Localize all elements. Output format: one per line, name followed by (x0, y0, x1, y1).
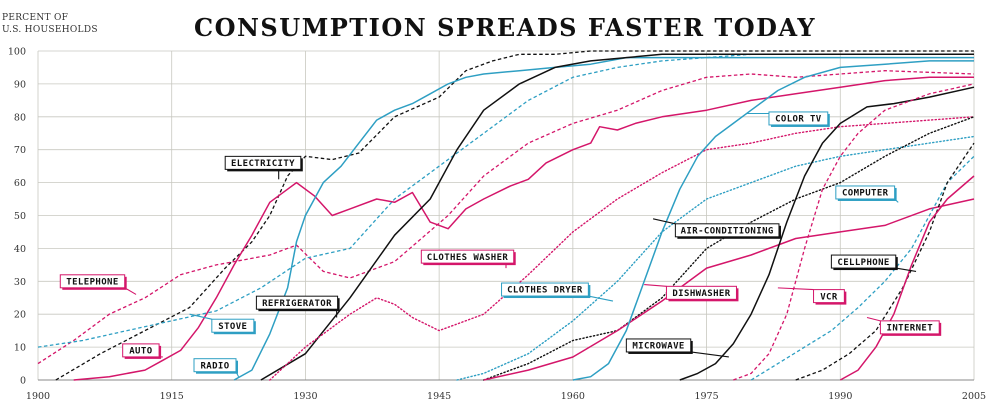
series-line-auto (73, 76, 974, 381)
series-line-cellphone (795, 142, 975, 381)
series-label-electricity: ELECTRICITY (224, 155, 303, 180)
label-text: COLOR TV (775, 115, 822, 125)
label-leader-line (652, 218, 676, 225)
label-box (122, 343, 160, 358)
series-label-internet: INTERNET (866, 316, 942, 336)
series-label-clothes-washer: CLOTHES WASHER (420, 249, 516, 269)
series-line-telephone (37, 70, 975, 365)
label-leader-line (690, 351, 729, 358)
series-labels: ELECTRICITY TELEPHONE AUTO STOVE RADIO REFRIG… (59, 111, 942, 377)
y-tick-label: 80 (14, 112, 26, 123)
x-tick-label: 1930 (293, 391, 317, 402)
series-label-stove: STOVE (189, 313, 256, 335)
label-box (830, 254, 897, 269)
label-text: INTERNET (887, 324, 934, 334)
series-label-microwave: MICROWAVE (625, 338, 729, 358)
series-label-clothes-dryer: CLOTHES DRYER (501, 282, 614, 302)
series-line-electricity (55, 50, 974, 381)
x-tick-label: 1960 (561, 391, 585, 402)
series-label-color-tv: COLOR TV (746, 111, 830, 127)
x-tick-label: 1975 (694, 391, 718, 402)
series-line-vcr (733, 83, 975, 381)
y-tick-label: 30 (14, 277, 26, 288)
label-box (835, 185, 896, 200)
label-box (625, 338, 692, 353)
series-line-color-tv (572, 60, 974, 381)
label-box (59, 274, 126, 289)
label-text: DISHWASHER (672, 289, 730, 299)
y-axis-label-line-1: PERCENT OF (2, 13, 68, 23)
label-leader-line (895, 267, 917, 272)
series-label-radio: RADIO (193, 358, 240, 377)
label-text: CLOTHES WASHER (427, 253, 509, 263)
y-tick-label: 0 (20, 376, 26, 387)
y-tick-label: 40 (14, 244, 26, 255)
label-text: REFRIGERATOR (262, 299, 332, 309)
series-label-vcr: VCR (777, 287, 847, 305)
label-text: RADIO (200, 361, 229, 371)
series-line-radio (233, 56, 974, 381)
series-label-computer: COMPUTER (835, 185, 899, 203)
y-tick-label: 50 (14, 211, 26, 222)
series-label-refrigerator: REFRIGERATOR (255, 295, 340, 318)
series-label-dishwasher: DISHWASHER (644, 284, 739, 302)
label-leader-line (588, 295, 614, 302)
series-line-dishwasher (483, 198, 975, 381)
label-text: CLOTHES DRYER (507, 286, 583, 296)
series-line-computer (750, 155, 975, 381)
label-box (879, 320, 940, 335)
grid (37, 50, 975, 381)
series-line-microwave (679, 86, 975, 381)
label-box (255, 295, 339, 310)
series-line-refrigerator (260, 53, 974, 381)
series-line-clothes-dryer (456, 135, 975, 381)
series-line-internet (839, 175, 975, 381)
y-tick-label: 100 (8, 47, 26, 58)
label-text: COMPUTER (842, 189, 889, 199)
label-box (224, 155, 302, 170)
label-text: ELECTRICITY (231, 159, 295, 169)
series-label-auto: AUTO (122, 343, 163, 359)
x-tick-label: 2005 (962, 391, 986, 402)
x-tick-label: 1945 (427, 391, 451, 402)
label-box (211, 318, 255, 333)
label-text: STOVE (218, 322, 247, 332)
label-text: AUTO (129, 347, 152, 357)
axis-ticks: 0 10 20 30 40 50 60 70 80 90 100 1900 1915 1930 1945 19… (8, 47, 986, 403)
label-leader-line (189, 313, 212, 320)
series-line-clothes-washer (269, 116, 975, 381)
y-tick-label: 20 (14, 310, 26, 321)
label-leader-line (644, 284, 667, 287)
y-tick-label: 60 (14, 178, 26, 189)
label-box (665, 285, 737, 300)
label-text: TELEPHONE (66, 278, 118, 288)
series-label-cellphone: CELLPHONE (830, 254, 917, 272)
label-text: CELLPHONE (837, 258, 889, 268)
series-label-telephone: TELEPHONE (59, 274, 137, 295)
series-label-air-conditioning: AIR-CONDITIONING (652, 218, 781, 239)
x-tick-label: 1990 (828, 391, 852, 402)
label-text: MICROWAVE (632, 342, 684, 352)
y-tick-label: 10 (14, 343, 26, 354)
x-tick-label: 1915 (160, 391, 184, 402)
label-box (501, 282, 589, 297)
label-leader-line (866, 316, 881, 322)
label-box (420, 249, 515, 264)
label-box (193, 358, 237, 373)
label-leader-line (777, 287, 814, 291)
label-text: AIR-CONDITIONING (681, 227, 774, 237)
label-box (813, 289, 845, 304)
chart-title: CONSUMPTION SPREADS FASTER TODAY (194, 13, 816, 42)
label-box (768, 111, 829, 126)
label-text: VCR (820, 292, 838, 302)
y-axis-label-line-2: U.S. HOUSEHOLDS (2, 25, 98, 35)
y-tick-label: 70 (14, 145, 26, 156)
y-tick-label: 90 (14, 79, 26, 90)
label-box (674, 223, 780, 238)
x-tick-label: 1900 (26, 391, 50, 402)
